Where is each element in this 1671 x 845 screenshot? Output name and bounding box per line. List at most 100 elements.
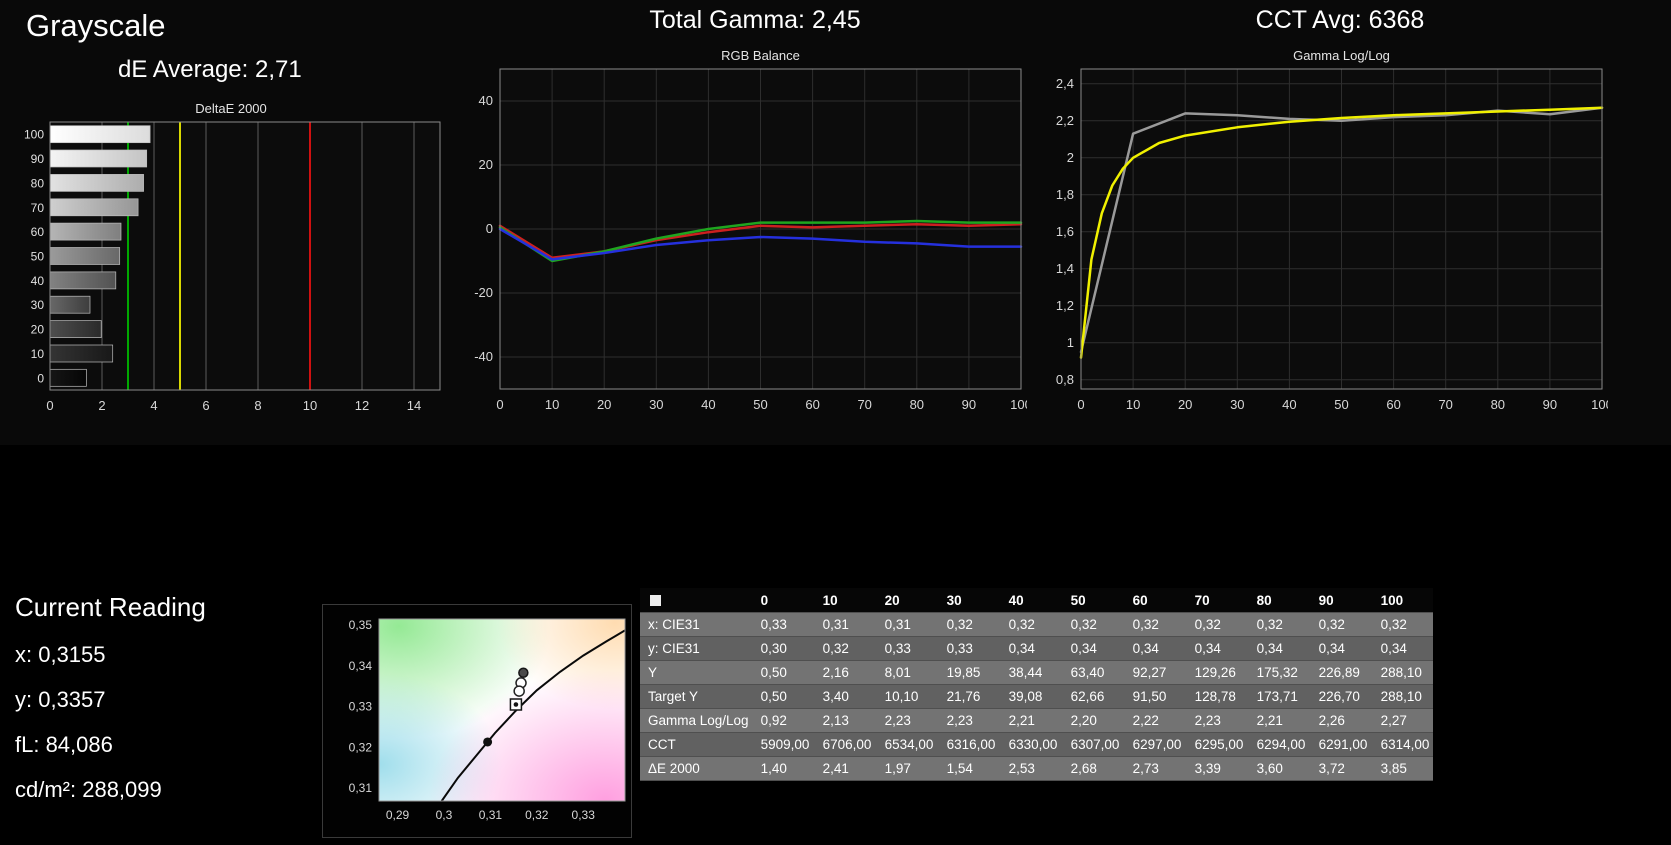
svg-text:50: 50 bbox=[31, 250, 45, 264]
table-row-label: y: CIE31 bbox=[640, 636, 751, 661]
table-cell: 6314,00 bbox=[1370, 732, 1433, 757]
table-cell: 0,32 bbox=[1308, 612, 1371, 637]
table-cell: 1,40 bbox=[750, 756, 813, 781]
table-cell: 0,32 bbox=[1060, 612, 1123, 637]
table-cell: 6297,00 bbox=[1122, 732, 1185, 757]
current-fl-readout: fL: 84,086 bbox=[15, 732, 113, 757]
svg-text:1,4: 1,4 bbox=[1056, 261, 1074, 276]
table-cell: 2,68 bbox=[1060, 756, 1123, 781]
svg-text:0: 0 bbox=[496, 397, 503, 412]
svg-text:70: 70 bbox=[1438, 397, 1452, 412]
table-cell: 6294,00 bbox=[1246, 732, 1309, 757]
svg-text:60: 60 bbox=[805, 397, 819, 412]
table-row-7: ΔE 2000 1,40 2,41 1,97 1,54 2,53 2,68 2,73 3,39 3… bbox=[640, 756, 1433, 781]
svg-text:40: 40 bbox=[1282, 397, 1296, 412]
svg-text:14: 14 bbox=[407, 398, 421, 413]
table-cell: 0,32 bbox=[998, 612, 1061, 637]
svg-text:40: 40 bbox=[479, 93, 493, 108]
table-column-header: 80 bbox=[1246, 588, 1309, 613]
svg-text:10: 10 bbox=[31, 347, 45, 361]
svg-text:20: 20 bbox=[597, 397, 611, 412]
svg-text:6: 6 bbox=[202, 398, 209, 413]
table-corner-chip bbox=[650, 595, 661, 607]
svg-text:-40: -40 bbox=[474, 349, 493, 364]
current-reading-title: Current Reading bbox=[15, 592, 206, 622]
svg-text:10: 10 bbox=[1126, 397, 1140, 412]
table-row-label: x: CIE31 bbox=[640, 612, 751, 637]
svg-text:20: 20 bbox=[31, 323, 45, 337]
table-cell: 173,71 bbox=[1246, 684, 1309, 709]
table-cell: 1,54 bbox=[936, 756, 999, 781]
svg-text:1,2: 1,2 bbox=[1056, 298, 1074, 313]
table-cell: 288,10 bbox=[1370, 684, 1433, 709]
page-title: Grayscale bbox=[26, 8, 166, 43]
table-column-header: 10 bbox=[812, 588, 875, 613]
table-cell: 288,10 bbox=[1370, 660, 1433, 685]
rgb-balance-chart-title: RGB Balance bbox=[721, 48, 800, 63]
table-row-label: Gamma Log/Log bbox=[640, 708, 751, 733]
current-x-readout: x: 0,3155 bbox=[15, 642, 106, 667]
svg-text:0: 0 bbox=[486, 221, 493, 236]
current-y-readout: y: 0,3357 bbox=[15, 687, 106, 712]
table-cell: 0,34 bbox=[998, 636, 1061, 661]
svg-text:30: 30 bbox=[649, 397, 663, 412]
results-table: 0 10 20 30 40 50 60 70 80 90 100 x: CIE31 0,33 0,31 0… bbox=[640, 588, 1433, 781]
svg-text:100: 100 bbox=[1591, 397, 1608, 412]
table-column-header: 40 bbox=[998, 588, 1061, 613]
table-cell: 2,73 bbox=[1122, 756, 1185, 781]
table-cell: 2,53 bbox=[998, 756, 1061, 781]
table-cell: 0,50 bbox=[750, 684, 813, 709]
svg-text:2: 2 bbox=[98, 398, 105, 413]
results-table-head-row: 0 10 20 30 40 50 60 70 80 90 100 bbox=[640, 588, 1433, 613]
svg-text:90: 90 bbox=[1543, 397, 1557, 412]
table-cell: 6330,00 bbox=[998, 732, 1061, 757]
svg-text:0,3: 0,3 bbox=[436, 808, 453, 822]
table-cell: 2,26 bbox=[1308, 708, 1371, 733]
svg-text:40: 40 bbox=[31, 274, 45, 288]
svg-text:20: 20 bbox=[1178, 397, 1192, 412]
table-cell: 3,39 bbox=[1184, 756, 1247, 781]
svg-text:0: 0 bbox=[1077, 397, 1084, 412]
results-table-panel: 0 10 20 30 40 50 60 70 80 90 100 x: CIE31 0,33 0,31 0… bbox=[640, 588, 1433, 781]
svg-text:80: 80 bbox=[31, 176, 45, 190]
svg-text:0,8: 0,8 bbox=[1056, 372, 1074, 387]
svg-text:2,2: 2,2 bbox=[1056, 113, 1074, 128]
table-cell: 2,23 bbox=[936, 708, 999, 733]
table-cell: 0,34 bbox=[1308, 636, 1371, 661]
svg-text:0: 0 bbox=[37, 371, 44, 385]
table-cell: 3,60 bbox=[1246, 756, 1309, 781]
table-cell: 0,34 bbox=[1060, 636, 1123, 661]
table-column-header: 0 bbox=[750, 588, 813, 613]
svg-text:30: 30 bbox=[31, 298, 45, 312]
table-cell: 2,16 bbox=[812, 660, 875, 685]
table-cell: 2,13 bbox=[812, 708, 875, 733]
results-table-body: x: CIE31 0,33 0,31 0,31 0,32 0,32 0,32 0,32 0,32… bbox=[640, 612, 1433, 781]
gamma-chart-panel: Gamma Log/Log 0 10 20 30 40 50 60 70 80 90 100 0,8 1… bbox=[1043, 48, 1613, 420]
charts-section: Grayscale dE Average: 2,71 Total Gamma: … bbox=[23, 6, 1613, 420]
table-cell: 2,41 bbox=[812, 756, 875, 781]
svg-text:80: 80 bbox=[910, 397, 924, 412]
table-cell: 2,21 bbox=[1246, 708, 1309, 733]
table-cell: 5909,00 bbox=[750, 732, 813, 757]
svg-text:2,4: 2,4 bbox=[1056, 76, 1074, 91]
table-cell: 0,33 bbox=[874, 636, 937, 661]
table-column-header: 70 bbox=[1184, 588, 1247, 613]
svg-text:0,35: 0,35 bbox=[349, 618, 373, 632]
svg-text:50: 50 bbox=[1334, 397, 1348, 412]
table-cell: 175,32 bbox=[1246, 660, 1309, 685]
cct-avg-readout: CCT Avg: 6368 bbox=[1255, 6, 1425, 34]
svg-text:90: 90 bbox=[31, 152, 45, 166]
table-cell: 0,32 bbox=[1184, 612, 1247, 637]
table-cell: 3,72 bbox=[1308, 756, 1371, 781]
table-cell: 129,26 bbox=[1184, 660, 1247, 685]
table-cell: 8,01 bbox=[874, 660, 937, 685]
svg-text:4: 4 bbox=[150, 398, 157, 413]
svg-text:40: 40 bbox=[701, 397, 715, 412]
rgb-balance-line-chart: 0 10 20 30 40 50 60 70 80 90 100 -40 -20 0 20 40 bbox=[474, 68, 1032, 412]
table-cell: 2,23 bbox=[1184, 708, 1247, 733]
svg-text:0,29: 0,29 bbox=[386, 808, 410, 822]
table-row-5: Gamma Log/Log 0,92 2,13 2,23 2,23 2,21 2,20 2,2… bbox=[640, 708, 1433, 733]
table-cell: 0,32 bbox=[1246, 612, 1309, 637]
